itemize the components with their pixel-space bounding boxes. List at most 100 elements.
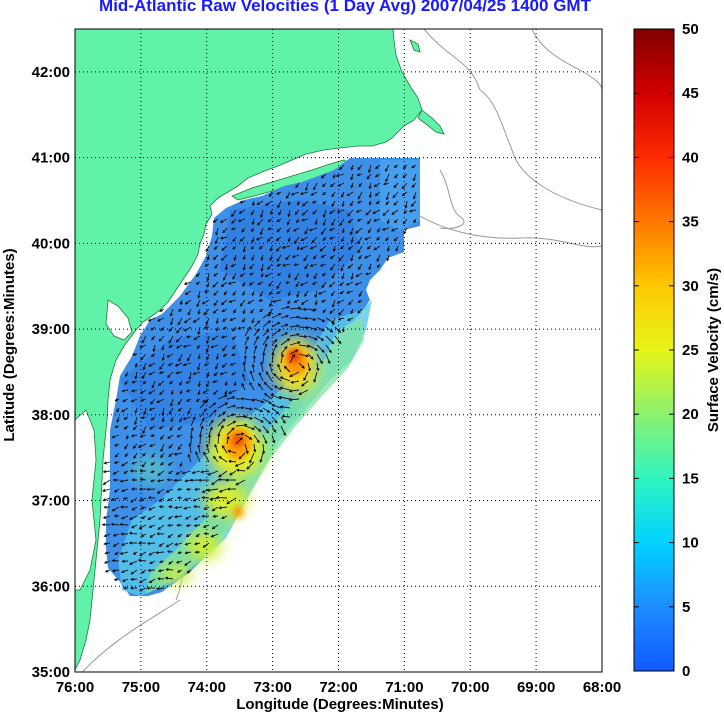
velocity-arrow: [219, 218, 228, 223]
velocity-arrow: [139, 469, 146, 473]
velocity-arrow: [202, 542, 210, 548]
velocity-arrow: [402, 218, 408, 225]
velocity-arrow: [232, 245, 237, 250]
velocity-arrow: [142, 362, 147, 371]
velocity-arrow: [175, 560, 183, 564]
velocity-arrow: [220, 254, 228, 261]
velocity-arrow: [193, 542, 201, 546]
velocity-arrow: [350, 164, 354, 171]
velocity-arrow: [224, 263, 228, 271]
velocity-arrow: [212, 514, 219, 518]
velocity-arrow: [269, 290, 273, 296]
velocity-arrow: [213, 254, 219, 261]
velocity-arrow: [293, 299, 300, 303]
velocity-arrow: [152, 344, 156, 353]
velocity-arrow: [280, 425, 286, 437]
velocity-arrow: [294, 272, 300, 281]
velocity-arrow: [303, 371, 309, 382]
velocity-arrow: [175, 344, 183, 349]
velocity-arrow: [227, 281, 237, 285]
velocity-arrow: [290, 380, 300, 384]
velocity-arrow: [103, 505, 111, 509]
velocity-arrow: [358, 182, 363, 188]
velocity-arrow: [367, 218, 372, 225]
velocity-arrow: [289, 324, 300, 328]
velocity-arrow: [183, 506, 192, 510]
velocity-arrow: [257, 382, 264, 391]
velocity-arrow: [205, 317, 210, 326]
y-axis-ticks: 42:00 41:00 40:00 39:00 38:00 37:00 36:00 35:00: [32, 64, 70, 681]
velocity-arrow: [156, 532, 165, 536]
velocity-arrow: [195, 398, 201, 402]
velocity-arrow: [189, 478, 201, 482]
velocity-arrow: [128, 541, 137, 545]
velocity-arrow: [194, 487, 201, 491]
velocity-arrow: [263, 381, 273, 391]
velocity-arrow: [251, 317, 255, 324]
velocity-arrow: [187, 407, 192, 415]
velocity-arrow: [103, 461, 111, 465]
velocity-arrow: [168, 560, 174, 565]
velocity-arrow: [202, 389, 210, 394]
velocity-arrow: [179, 416, 183, 423]
velocity-arrow: [129, 469, 138, 473]
velocity-arrow: [121, 461, 129, 467]
velocity-arrow: [221, 445, 228, 454]
velocity-arrow: [114, 398, 120, 402]
velocity-arrow: [393, 164, 399, 168]
velocity-arrow: [206, 371, 210, 378]
velocity-arrow: [184, 290, 192, 295]
velocity-arrow: [147, 515, 156, 520]
velocity-arrow: [167, 461, 174, 466]
colorbar-tick-label: 5: [682, 599, 690, 616]
velocity-arrow: [149, 560, 156, 565]
velocity-arrow: [260, 254, 264, 262]
velocity-arrow: [381, 227, 390, 231]
velocity-arrow: [119, 551, 129, 555]
velocity-arrow: [157, 569, 165, 573]
velocity-arrow: [161, 353, 165, 362]
velocity-arrow: [203, 506, 210, 510]
velocity-arrow: [337, 317, 345, 321]
velocity-arrow: [249, 381, 255, 391]
velocity-arrow: [347, 263, 354, 269]
velocity-arrow: [242, 281, 246, 288]
velocity-arrow: [289, 315, 300, 319]
velocity-arrow: [119, 479, 129, 483]
velocity-arrow: [201, 514, 210, 518]
velocity-arrow: [262, 407, 271, 413]
x-axis-ticks: 76:00 75:00 74:00 73:00 72:00 71:00 70:00 69:00…: [56, 679, 621, 696]
velocity-arrow: [346, 317, 354, 321]
velocity-arrow: [341, 272, 345, 280]
velocity-arrow: [149, 443, 156, 447]
current-vectors: [101, 164, 417, 592]
velocity-arrow: [349, 227, 354, 236]
velocity-arrow: [262, 398, 273, 404]
velocity-arrow: [308, 227, 318, 232]
velocity-arrow: [124, 443, 129, 450]
velocity-arrow: [120, 407, 129, 413]
velocity-arrow: [262, 329, 270, 337]
velocity-arrow: [185, 389, 192, 393]
velocity-arrow: [244, 416, 254, 420]
velocity-arrow: [187, 308, 192, 316]
velocity-arrow: [298, 325, 310, 330]
velocity-arrow: [168, 505, 174, 509]
velocity-arrow: [235, 397, 246, 401]
velocity-arrow: [211, 524, 219, 530]
x-tick-label: 75:00: [122, 679, 160, 696]
velocity-arrow: [298, 389, 309, 395]
velocity-arrow: [280, 332, 289, 337]
velocity-arrow: [159, 362, 165, 370]
velocity-arrow: [226, 487, 237, 491]
velocity-arrow: [226, 413, 236, 418]
velocity-arrow: [165, 542, 174, 548]
velocity-arrow: [331, 218, 336, 227]
velocity-arrow: [113, 514, 120, 518]
velocity-arrow: [158, 542, 165, 547]
velocity-arrow: [325, 326, 334, 333]
velocity-arrow: [233, 254, 237, 262]
velocity-arrow: [248, 281, 255, 286]
velocity-arrow: [331, 299, 336, 308]
velocity-arrow: [288, 398, 300, 402]
